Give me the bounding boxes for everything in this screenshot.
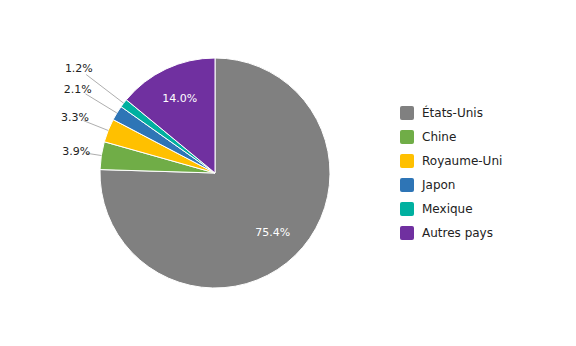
pie-slice xyxy=(126,58,215,173)
data-label: 3.9% xyxy=(62,145,90,158)
leader-line xyxy=(85,94,116,113)
legend-swatch xyxy=(400,202,414,216)
legend-label: Japon xyxy=(421,178,455,192)
legend-swatch xyxy=(400,226,414,240)
legend-swatch xyxy=(400,178,414,192)
data-label: 1.2% xyxy=(65,62,93,75)
chart-container: 75.4% 3.9% 3.3% 2.1% 1.2% 14.0% États-Unis Chin… xyxy=(0,0,576,346)
legend-label: Mexique xyxy=(422,202,473,216)
legend-swatch xyxy=(400,130,414,144)
data-label: 75.4% xyxy=(255,226,290,239)
legend-label: Autres pays xyxy=(422,226,493,240)
legend-swatch xyxy=(400,106,414,120)
data-label: 3.3% xyxy=(61,111,89,124)
legend-label: Royaume-Uni xyxy=(422,154,502,168)
data-label: 2.1% xyxy=(64,83,92,96)
legend-label: États-Unis xyxy=(422,105,483,120)
legend-swatch xyxy=(400,154,414,168)
chart: 75.4% 3.9% 3.3% 2.1% 1.2% 14.0% États-Unis Chin… xyxy=(0,0,576,346)
slices xyxy=(100,58,330,288)
legend-label: Chine xyxy=(422,130,456,144)
legend: États-Unis Chine Royaume-Uni Japon Mexique Au… xyxy=(400,105,502,240)
data-labels: 75.4% 3.9% 3.3% 2.1% 1.2% 14.0% xyxy=(61,62,290,238)
data-label: 14.0% xyxy=(162,92,197,105)
leader-line xyxy=(86,75,123,104)
pie-slice xyxy=(100,58,330,288)
